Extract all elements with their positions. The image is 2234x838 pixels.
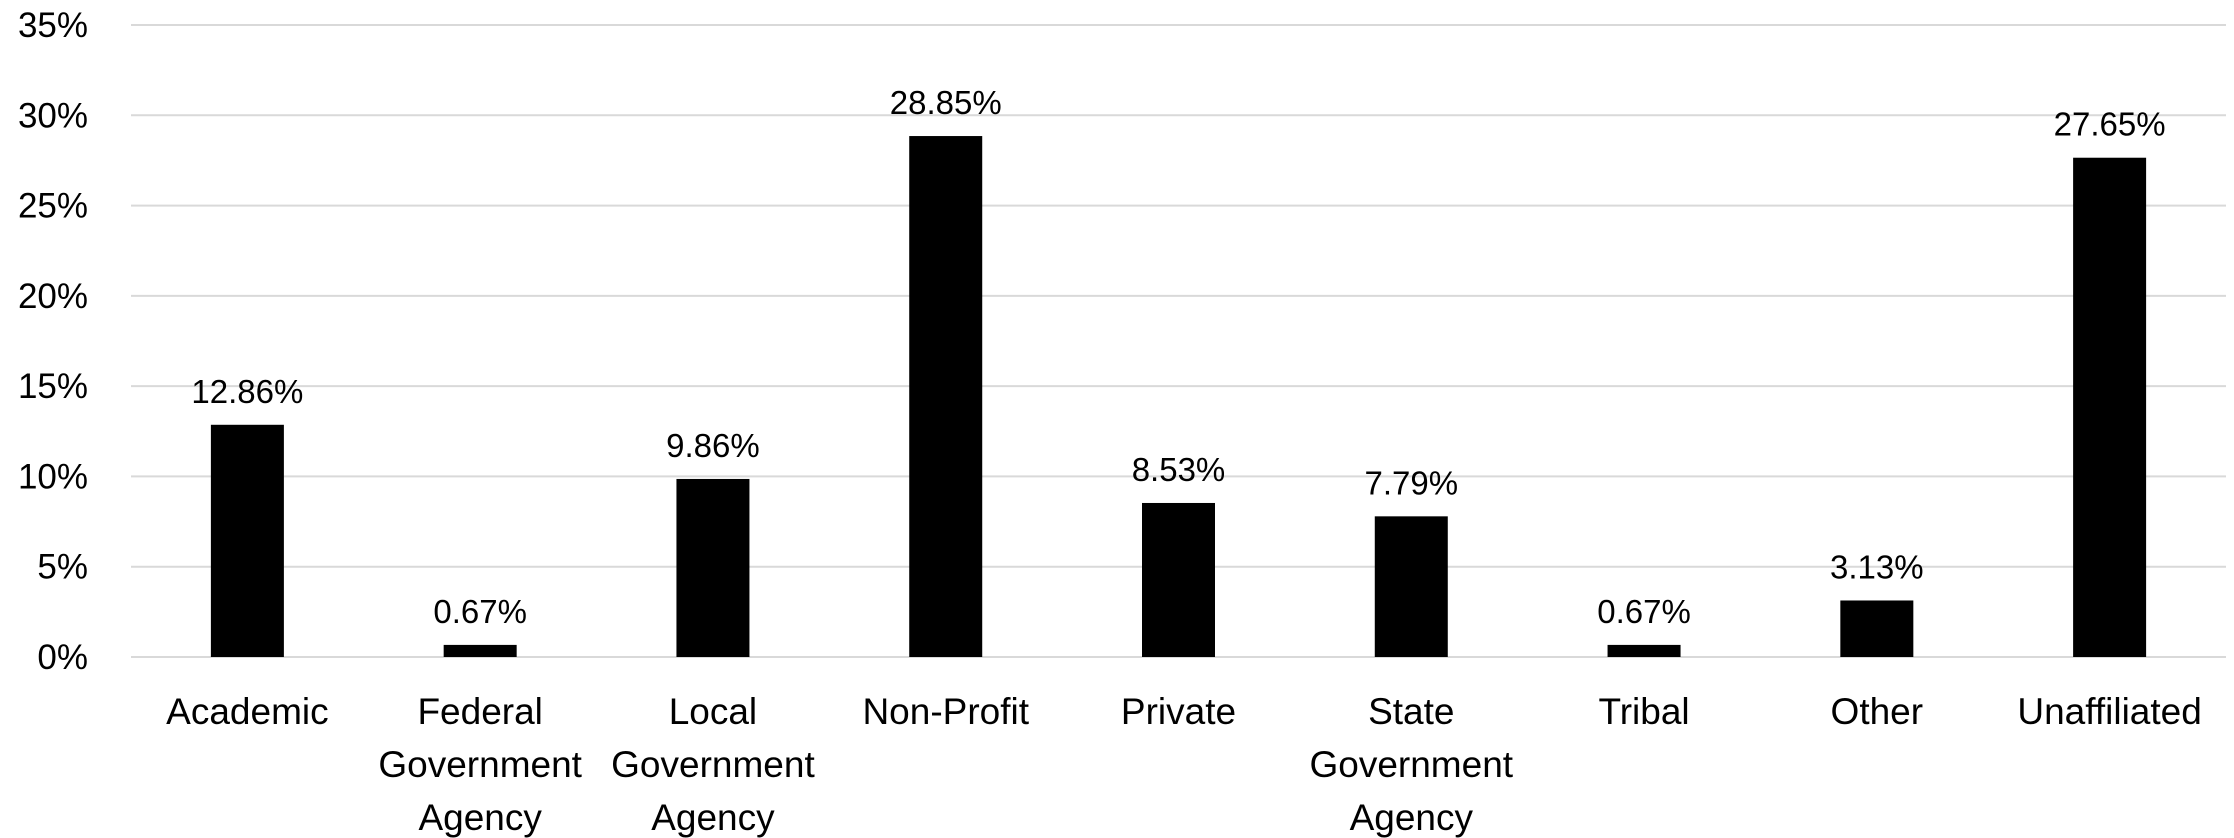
data-label: 28.85% (890, 84, 1002, 121)
data-label: 7.79% (1364, 464, 1458, 501)
x-tick-label: Private (1121, 691, 1236, 732)
data-label: 8.53% (1132, 451, 1226, 488)
gridlines (131, 24, 2226, 658)
x-tick-label: Other (1831, 691, 1924, 732)
y-axis-tick-labels: 0% 5% 10% 15% 20% 25% 30% 35% (18, 6, 88, 677)
bar (1607, 644, 1681, 657)
bars (210, 136, 2147, 658)
y-tick-label: 10% (18, 457, 88, 496)
x-tick-label: Local Government Agency (611, 691, 815, 838)
x-tick-label: Academic (166, 691, 328, 732)
x-tick-label: Unaffiliated (2017, 691, 2201, 732)
bar (909, 136, 983, 658)
bar (2073, 157, 2147, 657)
x-tick-label: State Government Agency (1309, 691, 1513, 838)
data-label: 0.67% (433, 593, 527, 630)
bar (210, 424, 284, 657)
y-tick-label: 15% (18, 367, 88, 406)
data-label: 27.65% (2054, 106, 2166, 143)
y-tick-label: 5% (37, 548, 88, 587)
data-label: 3.13% (1830, 548, 1924, 585)
y-tick-label: 25% (18, 187, 88, 226)
y-tick-label: 35% (18, 6, 88, 45)
y-tick-label: 20% (18, 277, 88, 316)
data-labels: 12.86% 0.67% 9.86% 28.85% 8.53% 7.79% 0.67% 3.1… (191, 84, 2165, 630)
x-tick-label: Tribal (1598, 691, 1689, 732)
bar (1840, 600, 1914, 657)
y-tick-label: 0% (37, 638, 88, 677)
x-tick-label: Non-Profit (862, 691, 1029, 732)
data-label: 12.86% (191, 373, 303, 410)
x-tick-label: Federal Government Agency (378, 691, 582, 838)
bar (676, 478, 750, 657)
data-label: 0.67% (1597, 593, 1691, 630)
bar (443, 644, 517, 657)
data-label: 9.86% (666, 427, 760, 464)
y-tick-label: 30% (18, 96, 88, 135)
bar (1142, 502, 1215, 657)
bar (1374, 516, 1448, 657)
